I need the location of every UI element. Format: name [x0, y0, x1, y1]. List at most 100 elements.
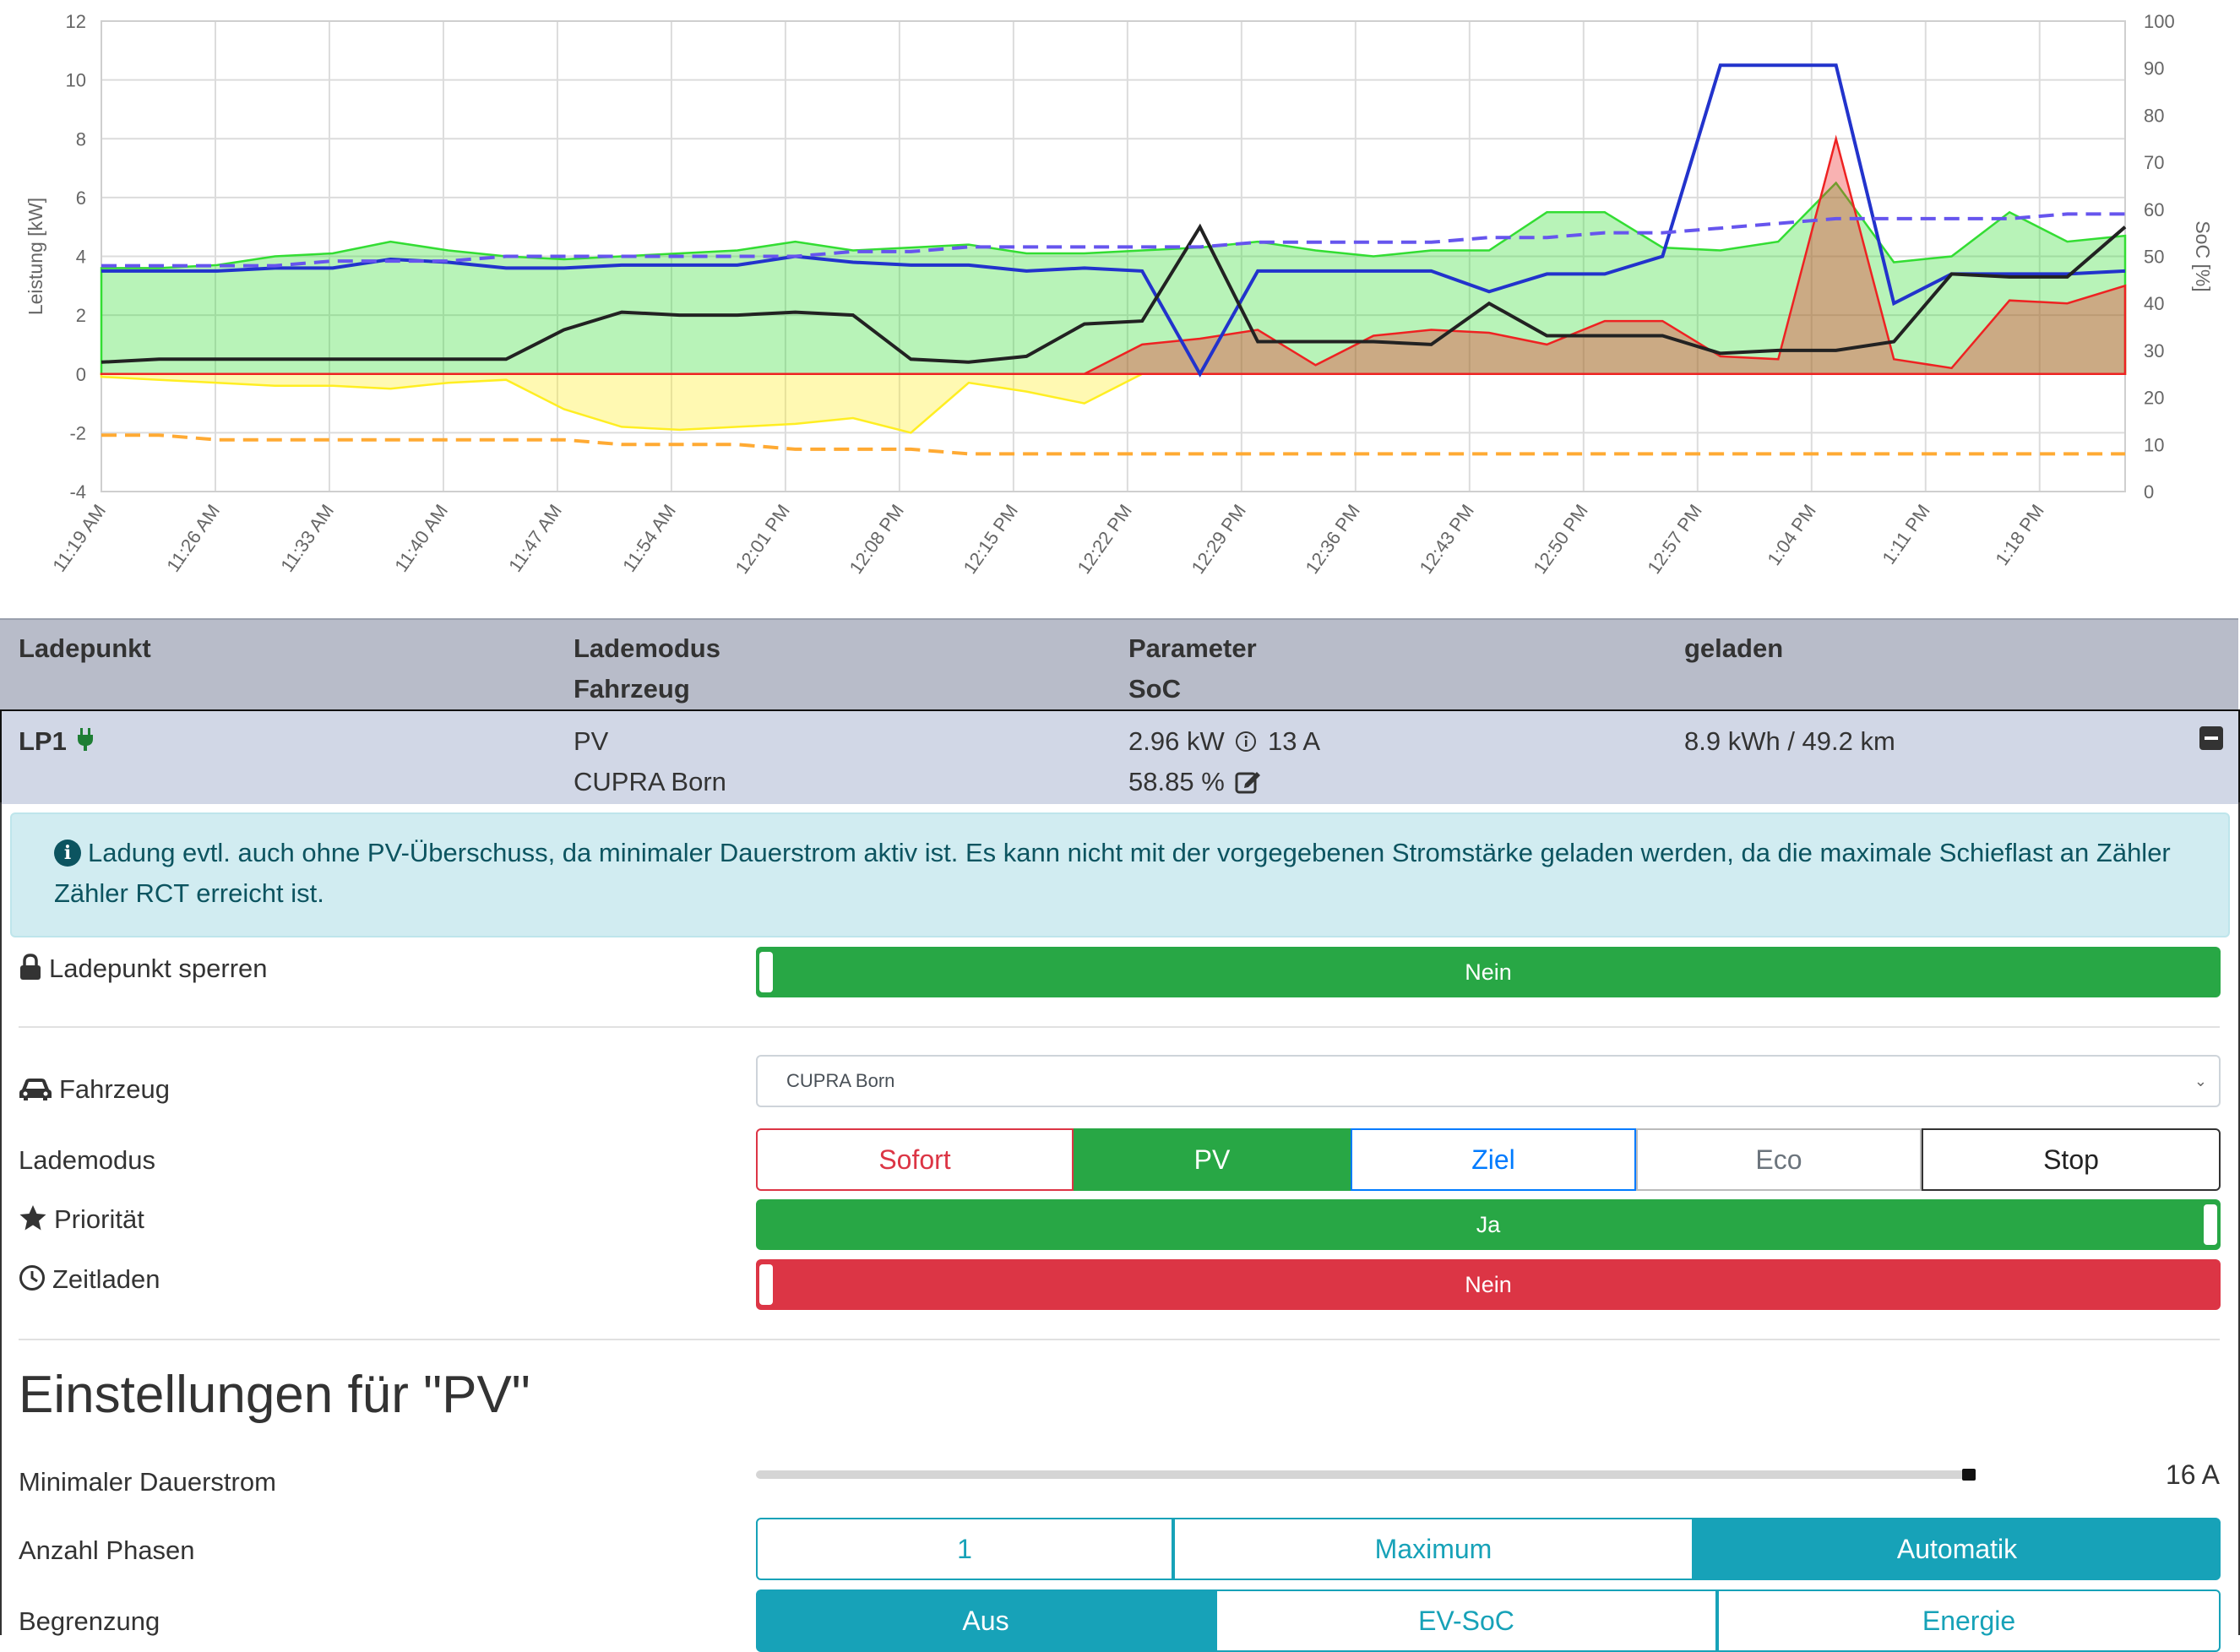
x-tick-label: 12:57 PM [1643, 501, 1705, 578]
x-tick-label: 1:18 PM [1991, 501, 2047, 569]
pv-settings-heading: Einstellungen für "PV" [19, 1366, 530, 1424]
lp-soc-value: 58.85 % [1128, 767, 1225, 796]
minus-icon [2205, 736, 2218, 740]
x-tick-label: 11:26 AM [162, 501, 224, 576]
x-tick-label: 11:40 AM [390, 501, 452, 576]
y2-tick-label: 100 [2144, 11, 2175, 32]
min-current-value: 16 A [2165, 1459, 2220, 1490]
phases-automatik-button[interactable]: Automatik [1694, 1518, 2221, 1580]
mode-pv-button[interactable]: PV [1074, 1128, 1351, 1191]
vehicle-select-value: CUPRA Born [786, 1070, 895, 1091]
lock-toggle-text: Nein [1465, 959, 1512, 985]
series-area-0 [100, 181, 2127, 375]
min-current-slider[interactable] [756, 1469, 1976, 1481]
lp-mode: PV [574, 726, 609, 756]
x-tick-label: 12:01 PM [731, 501, 794, 578]
header-parameter: Parameter [1128, 633, 1257, 663]
chevron-down-icon: ⌄ [2194, 1073, 2207, 1090]
limit-button-group: Aus EV-SoC Energie [756, 1590, 2221, 1652]
y2-tick-label: 90 [2144, 58, 2164, 79]
y-tick-label: 6 [76, 187, 86, 209]
info-icon: i [54, 840, 81, 867]
y2-tick-label: 80 [2144, 105, 2164, 126]
x-tick-label: 12:43 PM [1415, 501, 1477, 578]
lp-name-label: LP1 [19, 726, 67, 756]
mode-stop-button[interactable]: Stop [1922, 1128, 2221, 1191]
toggle-knob [2204, 1204, 2217, 1245]
info-alert: i Ladung evtl. auch ohne PV-Überschuss, … [10, 812, 2230, 937]
phases-maximum-button[interactable]: Maximum [1173, 1518, 1694, 1580]
priority-toggle[interactable]: Ja [756, 1199, 2221, 1250]
y2-tick-label: 10 [2144, 434, 2164, 455]
collapse-button[interactable] [2199, 726, 2223, 750]
x-tick-label: 12:08 PM [845, 501, 908, 578]
x-tick-label: 12:36 PM [1301, 501, 1363, 578]
lp-name: LP1 [19, 721, 94, 762]
divider [19, 1026, 2220, 1028]
timed-toggle[interactable]: Nein [756, 1259, 2221, 1310]
timed-label-text: Zeitladen [52, 1264, 160, 1294]
lp1-settings-panel [0, 802, 2240, 1635]
limit-aus-button[interactable]: Aus [756, 1590, 1215, 1652]
y-tick-label: 4 [76, 247, 86, 268]
timed-label: Zeitladen [19, 1263, 160, 1296]
x-tick-label: 11:33 AM [276, 501, 338, 576]
priority-toggle-text: Ja [1476, 1212, 1501, 1237]
header-geladen: geladen [1684, 633, 1784, 663]
priority-label: Priorität [19, 1203, 144, 1236]
toggle-knob [759, 952, 773, 992]
mode-eco-button[interactable]: Eco [1636, 1128, 1922, 1191]
vehicle-select[interactable]: CUPRA Born ⌄ [756, 1055, 2221, 1107]
table-header: Ladepunkt Lademodus Fahrzeug Parameter S… [0, 618, 2238, 709]
y-tick-label: 10 [66, 70, 86, 91]
x-tick-label: 12:50 PM [1529, 501, 1591, 578]
y2-tick-label: 70 [2144, 152, 2164, 173]
edit-icon[interactable] [1235, 769, 1262, 794]
lp-charged: 8.9 kWh / 49.2 km [1684, 726, 1895, 756]
mode-sofort-button[interactable]: Sofort [756, 1128, 1074, 1191]
mode-ziel-button[interactable]: Ziel [1351, 1128, 1636, 1191]
x-tick-label: 11:19 AM [48, 501, 110, 576]
y2-tick-label: 60 [2144, 199, 2164, 220]
lp-power: 2.96 kW [1128, 726, 1225, 756]
y-axis-title: Leistung [kW] [24, 198, 46, 315]
x-tick-label: 11:47 AM [504, 501, 566, 576]
car-icon [19, 1079, 52, 1100]
limit-energie-button[interactable]: Energie [1717, 1590, 2221, 1652]
star-icon [19, 1205, 46, 1231]
lp-current: 13 A [1267, 726, 1321, 756]
limit-ev-soc-button[interactable]: EV-SoC [1215, 1590, 1717, 1652]
plug-icon [78, 728, 94, 751]
phases-1-button[interactable]: 1 [756, 1518, 1173, 1580]
lock-toggle[interactable]: Nein [756, 947, 2221, 997]
y-tick-label: -4 [69, 481, 86, 503]
lp-vehicle: CUPRA Born [574, 767, 726, 796]
vehicle-label-text: Fahrzeug [59, 1074, 170, 1104]
clock-icon [19, 1265, 45, 1291]
series-dashed-6 [101, 433, 2125, 456]
header-ladepunkt: Ladepunkt [19, 633, 151, 663]
header-soc: SoC [1128, 674, 1181, 704]
slider-thumb[interactable] [1962, 1469, 1976, 1481]
info-circle-icon[interactable] [1235, 731, 1257, 753]
series-area-2 [100, 134, 2127, 376]
table-row-lp1[interactable]: LP1 PV CUPRA Born 2.96 kW 13 A 58.85 % 8… [0, 709, 2240, 804]
lp-soc: 58.85 % [1128, 762, 1262, 802]
phases-label: Anzahl Phasen [19, 1535, 195, 1565]
x-tick-label: 12:15 PM [959, 501, 1021, 578]
phases-button-group: 1 Maximum Automatik [756, 1518, 2221, 1580]
y2-tick-label: 40 [2144, 293, 2164, 314]
series-area-1 [100, 372, 2127, 434]
series-dashed-5 [101, 212, 2125, 268]
header-lademodus: Lademodus [574, 633, 720, 663]
y-tick-label: 8 [76, 128, 86, 149]
power-chart-svg: -4 -2 0 2 4 6 8 10 12 0 10 20 30 40 50 60 70 80 90 100 11:19… [24, 11, 2214, 578]
timed-toggle-text: Nein [1465, 1272, 1512, 1297]
lock-label-text: Ladepunkt sperren [49, 954, 268, 983]
toggle-knob [759, 1264, 773, 1305]
y2-tick-label: 50 [2144, 247, 2164, 268]
y-tick-label: -2 [69, 422, 86, 443]
y2-tick-label: 0 [2144, 481, 2154, 503]
limit-label: Begrenzung [19, 1606, 160, 1636]
x-tick-label: 1:04 PM [1763, 501, 1819, 569]
